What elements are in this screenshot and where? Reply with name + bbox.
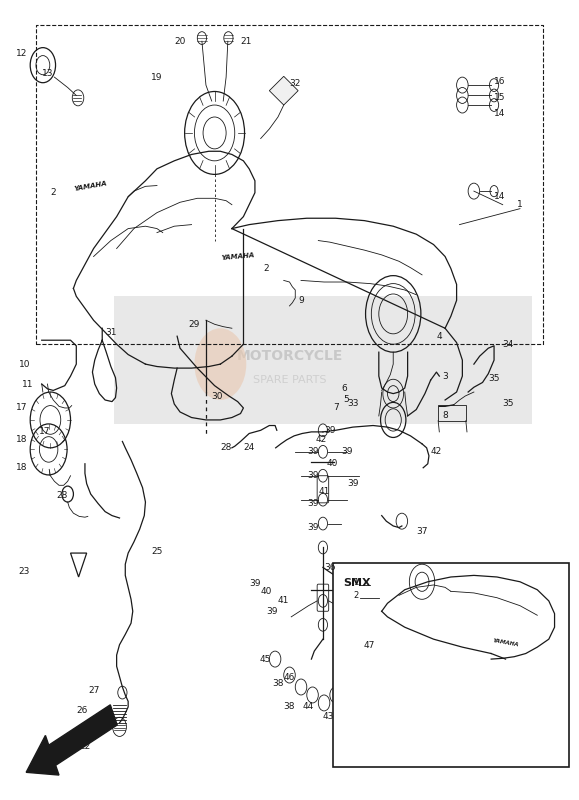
- Text: 39: 39: [347, 479, 358, 488]
- Text: 36: 36: [324, 563, 336, 572]
- Text: 40: 40: [327, 459, 338, 468]
- Text: 44: 44: [303, 702, 314, 711]
- Text: 39: 39: [266, 606, 278, 616]
- Text: 28: 28: [56, 491, 68, 500]
- Text: 1: 1: [353, 578, 358, 587]
- Text: 16: 16: [494, 77, 505, 86]
- Text: 20: 20: [174, 37, 186, 46]
- Text: 42: 42: [316, 435, 327, 444]
- Text: 24: 24: [244, 443, 255, 452]
- Text: 10: 10: [19, 360, 30, 369]
- Text: 1: 1: [517, 200, 523, 209]
- Text: 17: 17: [16, 403, 27, 413]
- Text: 43: 43: [323, 712, 334, 721]
- Text: 30: 30: [212, 391, 223, 401]
- Text: 14: 14: [494, 192, 505, 202]
- Text: 4: 4: [437, 332, 442, 341]
- Text: YAMAHA: YAMAHA: [492, 638, 519, 648]
- Text: YAMAHA: YAMAHA: [221, 252, 255, 261]
- Text: 32: 32: [290, 79, 301, 88]
- Text: 2: 2: [50, 188, 56, 198]
- Text: 37: 37: [416, 527, 428, 536]
- Text: 46: 46: [284, 673, 295, 682]
- Text: 2: 2: [353, 590, 358, 600]
- Polygon shape: [269, 76, 298, 105]
- Text: 23: 23: [19, 567, 30, 576]
- Bar: [333, 563, 569, 766]
- Text: 39: 39: [307, 523, 318, 532]
- Text: 38: 38: [272, 678, 284, 687]
- Text: 27: 27: [88, 686, 99, 695]
- Text: 18: 18: [16, 463, 27, 472]
- Text: 47: 47: [364, 641, 375, 650]
- Text: YAMAHA: YAMAHA: [74, 181, 108, 192]
- Text: 45: 45: [259, 654, 271, 663]
- Text: 6: 6: [342, 383, 347, 393]
- Text: 31: 31: [105, 328, 116, 337]
- Text: MOTORCYCLE: MOTORCYCLE: [236, 349, 343, 363]
- Text: 26: 26: [76, 706, 88, 715]
- Text: 7: 7: [333, 403, 339, 413]
- Text: 34: 34: [503, 340, 514, 349]
- Text: 39: 39: [324, 426, 336, 434]
- Text: 19: 19: [151, 73, 163, 82]
- Text: 13: 13: [42, 69, 53, 78]
- Text: 28: 28: [221, 443, 232, 452]
- Text: 39: 39: [307, 447, 318, 456]
- Text: 17: 17: [39, 427, 50, 436]
- Text: 39: 39: [249, 579, 261, 588]
- FancyArrow shape: [26, 705, 117, 775]
- Text: 25: 25: [151, 547, 163, 556]
- Text: SPARE PARTS: SPARE PARTS: [253, 375, 326, 385]
- Text: 41: 41: [278, 596, 290, 606]
- Text: 39: 39: [307, 471, 318, 480]
- Text: 42: 42: [431, 447, 442, 456]
- Text: 33: 33: [347, 399, 358, 409]
- Text: 35: 35: [503, 399, 514, 409]
- Text: 22: 22: [79, 742, 90, 751]
- Text: 39: 39: [307, 499, 318, 508]
- Text: 5: 5: [343, 395, 349, 405]
- Text: 35: 35: [488, 374, 500, 383]
- Text: 39: 39: [342, 447, 353, 456]
- Text: 8: 8: [442, 411, 448, 421]
- Text: 41: 41: [318, 487, 330, 496]
- Circle shape: [195, 328, 246, 400]
- Text: 14: 14: [494, 109, 505, 118]
- Text: 40: 40: [261, 587, 272, 596]
- Text: 29: 29: [189, 320, 200, 329]
- Text: 3: 3: [442, 371, 448, 381]
- Text: 9: 9: [298, 296, 304, 305]
- Text: 11: 11: [21, 379, 33, 389]
- Text: 38: 38: [284, 702, 295, 711]
- Text: 2: 2: [263, 264, 269, 273]
- FancyBboxPatch shape: [113, 296, 532, 424]
- Bar: [438, 405, 466, 421]
- Text: 12: 12: [16, 49, 27, 58]
- Text: SMX: SMX: [343, 578, 371, 588]
- Text: 21: 21: [241, 37, 252, 46]
- Text: 18: 18: [16, 435, 27, 444]
- Text: 15: 15: [494, 93, 505, 102]
